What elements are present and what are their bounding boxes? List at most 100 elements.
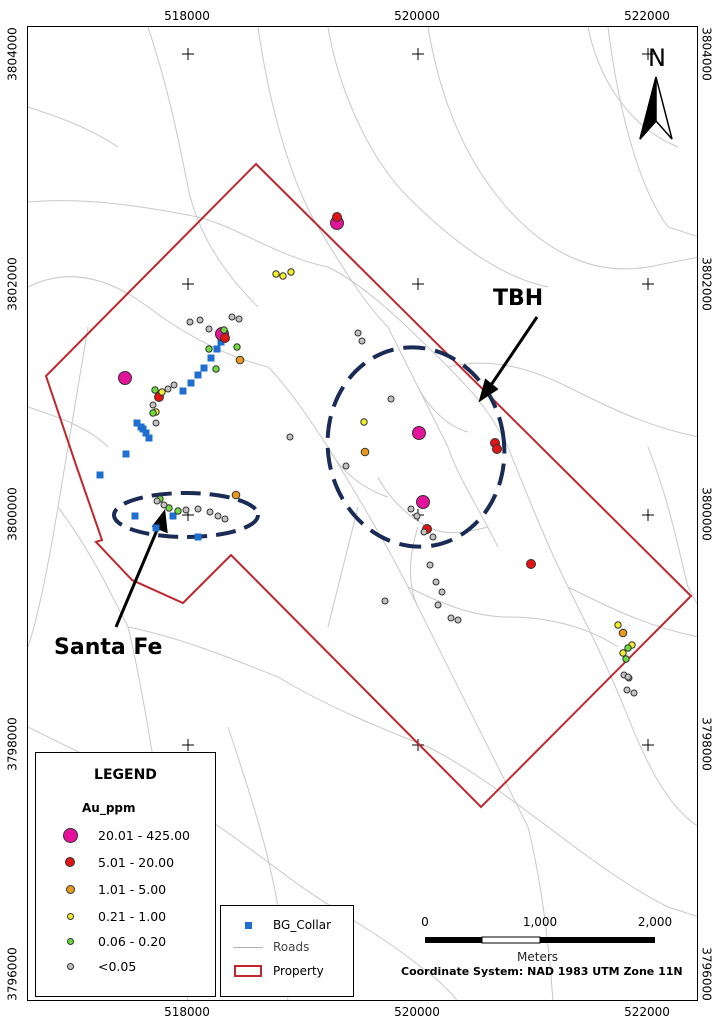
legend-property-label: Property <box>273 964 324 978</box>
sample-point-marker <box>624 673 632 681</box>
sample-point-marker <box>412 426 426 440</box>
scale-label-0: 0 <box>421 915 429 929</box>
sample-point-marker <box>286 433 294 441</box>
north-arrow <box>639 76 673 140</box>
sample-point-marker <box>149 401 157 409</box>
x-tick-bottom-520000: 520000 <box>394 1005 440 1019</box>
sample-point-marker <box>205 345 213 353</box>
sample-point-marker <box>381 597 389 605</box>
sample-point-marker <box>235 355 245 365</box>
graticule-crosses <box>182 48 654 751</box>
y-tick-left-3798000: 3798000 <box>5 717 20 771</box>
callout-santa-fe-label: Santa Fe <box>54 635 163 660</box>
legend-field-label: Au_ppm <box>82 801 136 815</box>
legend-item: BG_Collar <box>231 916 331 934</box>
sample-point-marker <box>332 212 342 222</box>
roads-layer <box>28 27 697 1000</box>
sample-point-marker <box>387 395 395 403</box>
sample-point-marker <box>342 462 350 470</box>
sample-point-marker <box>164 385 172 393</box>
y-tick-left-3800000: 3800000 <box>5 487 20 541</box>
legend-item-label: 0.06 - 0.20 <box>98 933 167 949</box>
collar-marker <box>139 425 147 433</box>
legend-item: 5.01 - 20.00 <box>58 851 174 873</box>
sample-point-marker <box>407 505 415 513</box>
santa-fe-target-ellipse <box>112 491 260 539</box>
sample-point-marker <box>235 315 243 323</box>
y-tick-right-3802000: 3802000 <box>699 257 714 311</box>
sample-point-marker <box>447 614 455 622</box>
sample-point-marker <box>630 689 638 697</box>
sample-point-marker <box>434 601 442 609</box>
sample-point-marker <box>158 388 166 396</box>
sample-point-marker <box>413 512 421 520</box>
samples-layer <box>118 212 638 697</box>
collar-square-icon <box>244 921 252 929</box>
sample-point-marker <box>152 419 160 427</box>
sample-point-marker <box>619 649 627 657</box>
sample-point-marker <box>279 272 287 280</box>
x-tick-top-520000: 520000 <box>394 9 440 23</box>
collar-marker <box>131 512 139 520</box>
sample-point-marker <box>454 616 462 624</box>
legend-panel: LEGEND Au_ppm 20.01 - 425.00 5.01 - 20.0… <box>35 752 216 997</box>
sample-point-marker <box>212 365 220 373</box>
collar-marker <box>142 429 150 437</box>
sample-point-marker <box>360 447 370 457</box>
x-tick-top-522000: 522000 <box>624 9 670 23</box>
sample-point-marker <box>622 655 630 663</box>
collar-marker <box>122 450 130 458</box>
y-tick-left-3802000: 3802000 <box>5 257 20 311</box>
legend-symbol-green-circle <box>66 937 74 945</box>
layer-legend-panel: BG_Collar Roads Property <box>220 905 354 997</box>
collar-marker <box>96 471 104 479</box>
sample-point-marker <box>429 533 437 541</box>
sample-point-marker <box>360 418 368 426</box>
y-tick-right-3800000: 3800000 <box>699 487 714 541</box>
legend-item: Roads <box>231 938 309 956</box>
y-tick-right-3798000: 3798000 <box>699 717 714 771</box>
legend-symbol-magenta-circle <box>62 827 78 843</box>
sample-point-marker <box>151 386 159 394</box>
sample-point-marker <box>492 444 502 454</box>
sample-point-marker <box>220 333 230 343</box>
sample-point-marker <box>186 318 194 326</box>
sample-point-marker <box>149 409 157 417</box>
scale-units: Meters <box>517 950 559 964</box>
sample-point-marker <box>221 515 229 523</box>
sample-point-marker <box>160 501 168 509</box>
sample-point-marker <box>231 490 241 500</box>
y-tick-right-3796000: 3796000 <box>699 947 714 1001</box>
coordinate-system-note: Coordinate System: NAD 1983 UTM Zone 11N <box>401 965 683 978</box>
legend-item: 1.01 - 5.00 <box>58 878 166 900</box>
property-boundary <box>44 162 693 809</box>
legend-item-label: 20.01 - 425.00 <box>98 827 190 843</box>
callout-tbh-label: TBH <box>493 286 544 311</box>
legend-item-label: 0.21 - 1.00 <box>98 908 167 924</box>
y-tick-right-3804000: 3804000 <box>699 27 714 81</box>
collar-marker <box>194 533 202 541</box>
sample-point-marker <box>205 325 213 333</box>
sample-point-marker <box>214 512 222 520</box>
collar-marker <box>200 364 208 372</box>
y-tick-left-3804000: 3804000 <box>5 27 20 81</box>
property-outline-icon <box>234 965 262 977</box>
scale-label-2000: 2,000 <box>637 915 673 929</box>
legend-roads-label: Roads <box>273 940 310 954</box>
road-line-icon <box>233 946 263 948</box>
legend-collar-label: BG_Collar <box>273 918 331 932</box>
legend-item: 0.06 - 0.20 <box>58 930 166 952</box>
sample-point-marker <box>614 621 622 629</box>
sample-point-marker <box>174 507 182 515</box>
collar-marker <box>152 524 160 532</box>
collar-marker <box>187 379 195 387</box>
sample-point-marker <box>438 588 446 596</box>
x-tick-bottom-518000: 518000 <box>164 1005 210 1019</box>
legend-item-label: 1.01 - 5.00 <box>98 881 167 897</box>
sample-point-marker <box>220 326 228 334</box>
scale-label-1000: 1,000 <box>522 915 558 929</box>
sample-point-marker <box>358 337 366 345</box>
scale-bar: 0 1,000 2,000 Meters Coordinate System: … <box>401 913 689 983</box>
y-tick-left-3796000: 3796000 <box>5 947 20 1001</box>
legend-title: LEGEND <box>94 767 157 783</box>
